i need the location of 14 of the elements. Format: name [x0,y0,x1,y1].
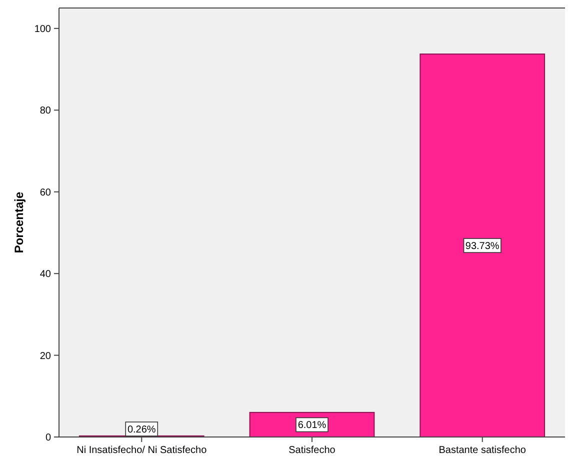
data-label: 93.73% [465,241,500,252]
y-tick-label: 60 [40,187,52,198]
x-tick-label: Bastante satisfecho [438,445,526,456]
y-tick-label: 20 [40,350,52,362]
y-tick-label: 80 [40,106,52,117]
y-tick-label: 0 [45,432,52,444]
data-label: 6.01% [298,420,326,432]
x-tick-label: Satisfecho [288,445,336,456]
y-tick-label: 40 [40,269,52,280]
bar [420,54,546,438]
x-tick-label: Ni Insatisfecho/ Ni Satisfecho [76,445,208,456]
data-label: 0.26% [127,424,156,436]
y-axis-title: Porcentaje [12,191,26,254]
y-tick-label: 100 [34,24,52,35]
